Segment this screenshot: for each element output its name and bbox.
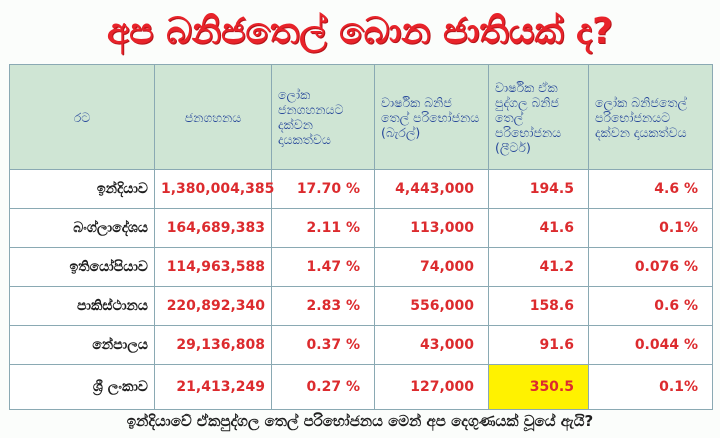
header-row: රට ජනගහනය ලෝක ජනගහනයට දක්වන දායකත්වය වාර… [9,64,713,170]
oil-consumption-table: රට ජනගහනය ලෝක ජනගහනයට දක්වන දායකත්වය වාර… [9,64,713,410]
header-per-capita-consumption: වාර්ෂික ඒක පුද්ගල බනිජ තෙල් පරිභෝජනය (ලී… [488,64,589,170]
country-cell: ශ්‍රී ලංකාව [9,364,155,410]
table-row: බංග්ලාදේශය 164,689,383 2.11 % 113,000 41… [9,208,713,248]
oil-share-cell: 4.6 % [588,169,713,209]
header-population: ජනගහනය [154,64,272,170]
table-row: නේපාලය 29,136,808 0.37 % 43,000 91.6 0.0… [9,325,713,365]
country-cell: ඉතියෝපියාව [9,247,155,287]
header-world-population-share: ලෝක ජනගහනයට දක්වන දායකත්වය [271,64,375,170]
oil-consumption-cell: 113,000 [374,208,489,248]
oil-consumption-cell: 74,000 [374,247,489,287]
oil-consumption-cell: 556,000 [374,286,489,326]
population-cell: 114,963,588 [154,247,272,287]
population-share-cell: 0.27 % [271,364,375,410]
country-cell: ඉන්දියාව [9,169,155,209]
population-cell: 220,892,340 [154,286,272,326]
oil-share-cell: 0.1% [588,364,713,410]
population-cell: 1,380,004,385 [154,169,274,209]
oil-consumption-cell: 127,000 [374,364,489,410]
country-cell: පාකිස්ථානය [9,286,155,326]
table-row: පාකිස්ථානය 220,892,340 2.83 % 556,000 15… [9,286,713,326]
population-cell: 21,413,249 [154,364,272,410]
oil-share-cell: 0.6 % [588,286,713,326]
population-share-cell: 2.83 % [271,286,375,326]
per-capita-cell: 91.6 [488,325,589,365]
header-annual-oil-consumption: වාර්ෂික බනිජ තෙල් පරිභෝජනය (බැරල්) [374,64,489,170]
table-row: ශ්‍රී ලංකාව 21,413,249 0.27 % 127,000 35… [9,364,713,410]
oil-share-cell: 0.044 % [588,325,713,365]
table-row: ඉන්දියාව 1,380,004,385 17.70 % 4,443,000… [9,169,713,209]
population-share-cell: 17.70 % [271,169,375,209]
header-world-oil-share: ලෝක බනිජතෙල් පරිභෝජනයට දක්වන දායකත්වය [588,64,713,170]
oil-share-cell: 0.1% [588,208,713,248]
population-share-cell: 1.47 % [271,247,375,287]
per-capita-cell: 41.2 [488,247,589,287]
oil-consumption-cell: 4,443,000 [374,169,489,209]
per-capita-cell: 41.6 [488,208,589,248]
oil-share-cell: 0.076 % [588,247,713,287]
page-title: අප බනිජතෙල් බොන ජාතියක් ද? [106,11,613,52]
oil-consumption-cell: 43,000 [374,325,489,365]
population-cell: 164,689,383 [154,208,272,248]
per-capita-cell-highlighted: 350.5 [488,364,589,410]
country-cell: බංග්ලාදේශය [9,208,155,248]
population-share-cell: 0.37 % [271,325,375,365]
header-country: රට [9,64,155,170]
population-cell: 29,136,808 [154,325,272,365]
table-row: ඉතියෝපියාව 114,963,588 1.47 % 74,000 41.… [9,247,713,287]
footer-question: ඉන්දියාවේ ඒකපුද්ගල තෙල් පරිභෝජනය මෙන් අප… [126,412,594,430]
per-capita-cell: 158.6 [488,286,589,326]
population-share-cell: 2.11 % [271,208,375,248]
country-cell: නේපාලය [9,325,155,365]
per-capita-cell: 194.5 [488,169,589,209]
